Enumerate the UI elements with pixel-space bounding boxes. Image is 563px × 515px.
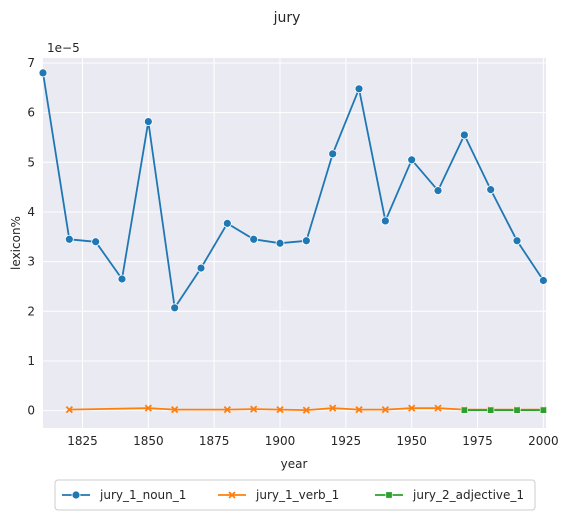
legend-label: jury_1_verb_1 <box>255 488 339 502</box>
grid <box>43 58 546 428</box>
y-tick-label: 6 <box>27 106 35 120</box>
x-tick-label: 1900 <box>265 434 296 448</box>
data-point <box>434 404 442 412</box>
data-point <box>512 236 522 246</box>
x-tick-label: 2000 <box>528 434 559 448</box>
data-point <box>328 149 338 159</box>
data-point <box>275 238 285 248</box>
legend-label: jury_2_adjective_1 <box>412 488 524 502</box>
data-point <box>222 218 232 228</box>
x-tick-label: 1875 <box>199 434 230 448</box>
data-point <box>486 185 496 195</box>
legend-marker <box>71 490 81 500</box>
y-tick-label: 4 <box>27 205 35 219</box>
data-point <box>223 405 231 414</box>
x-tick-label: 1825 <box>67 434 98 448</box>
data-point <box>538 276 548 285</box>
y-tick-label: 0 <box>27 404 35 418</box>
data-point <box>276 405 284 414</box>
legend-label: jury_1_noun_1 <box>99 488 186 502</box>
y-axis-ticks: 0 1 2 3 4 5 6 7 <box>27 56 35 418</box>
data-point <box>302 406 310 414</box>
data-point <box>250 405 258 413</box>
plot-area <box>43 58 546 428</box>
series-jury_2_adjective_1 <box>460 406 547 414</box>
y-axis-label: lexicon% <box>9 216 23 270</box>
data-point <box>65 405 73 414</box>
data-point <box>487 406 495 414</box>
x-tick-label: 1975 <box>462 434 493 448</box>
x-tick-label: 1850 <box>133 434 164 448</box>
legend-entry: jury_1_noun_1 <box>62 488 186 502</box>
series-jury_1_noun_1 <box>38 68 548 313</box>
data-point <box>354 84 364 94</box>
data-point <box>381 405 389 414</box>
x-axis-label: year <box>281 457 308 471</box>
data-point <box>539 406 547 414</box>
data-point <box>170 303 180 313</box>
data-point <box>355 405 363 414</box>
data-point <box>459 130 469 140</box>
data-point <box>301 236 311 246</box>
y-tick-label: 3 <box>27 255 35 269</box>
series-layer <box>38 68 548 414</box>
x-axis-ticks: 1825 1850 1875 1900 1925 1950 1975 2000 <box>67 434 558 448</box>
y-tick-label: 5 <box>27 155 35 169</box>
data-point <box>433 186 443 196</box>
data-point <box>144 404 152 412</box>
data-point <box>513 406 521 414</box>
data-point <box>91 237 101 247</box>
data-point <box>407 155 417 165</box>
data-point <box>329 404 337 412</box>
y-tick-label: 7 <box>27 56 35 70</box>
series-line <box>42 72 545 309</box>
x-tick-label: 1950 <box>396 434 427 448</box>
y-tick-label: 1 <box>27 354 35 368</box>
data-point <box>249 234 259 244</box>
y-tick-label: 2 <box>27 304 35 318</box>
data-point <box>460 406 468 414</box>
x-tick-label: 1925 <box>331 434 362 448</box>
data-point <box>38 68 48 78</box>
legend-entry: jury_2_adjective_1 <box>375 488 524 502</box>
legend-marker <box>228 491 236 499</box>
legend-entry: jury_1_verb_1 <box>218 488 339 502</box>
data-point <box>117 274 127 284</box>
y-scale-label: 1e−5 <box>47 41 80 55</box>
data-point <box>143 117 153 126</box>
data-point <box>171 405 179 414</box>
data-point <box>380 216 390 226</box>
legend-box <box>54 479 536 511</box>
legend: jury_1_noun_1 jury_1_verb_1 jury_2_adjecti… <box>54 479 536 511</box>
data-point <box>408 404 416 412</box>
data-point <box>196 263 206 273</box>
legend-marker <box>385 491 393 499</box>
data-point <box>64 234 74 244</box>
chart-title: jury <box>273 10 301 26</box>
